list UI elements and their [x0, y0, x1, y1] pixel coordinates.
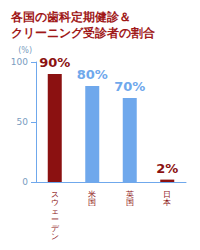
svg-text:クリーニング受診者の割合: クリーニング受診者の割合	[11, 26, 156, 40]
svg-text:ェ: ェ	[50, 206, 59, 216]
svg-text:ウ: ウ	[50, 198, 59, 208]
svg-text:ー: ー	[50, 215, 59, 225]
svg-text:ン: ン	[51, 232, 59, 241]
svg-text:各国の歯科定期健診＆: 各国の歯科定期健診＆	[10, 10, 131, 24]
svg-text:英: 英	[125, 189, 134, 199]
svg-text:100: 100	[11, 57, 28, 67]
svg-text:ス: ス	[50, 189, 59, 199]
svg-text:国: 国	[126, 198, 134, 207]
svg-text:80%: 80%	[77, 67, 108, 82]
svg-text:70%: 70%	[114, 79, 145, 94]
svg-text:90%: 90%	[39, 55, 70, 70]
svg-text:(%): (%)	[18, 46, 32, 55]
svg-text:日: 日	[163, 189, 172, 199]
svg-text:デ: デ	[50, 223, 59, 233]
svg-text:本: 本	[163, 198, 171, 207]
svg-text:2%: 2%	[156, 161, 178, 176]
svg-text:米: 米	[88, 189, 97, 199]
svg-text:0: 0	[22, 177, 28, 187]
svg-text:50: 50	[17, 117, 29, 127]
svg-text:国: 国	[88, 198, 96, 207]
